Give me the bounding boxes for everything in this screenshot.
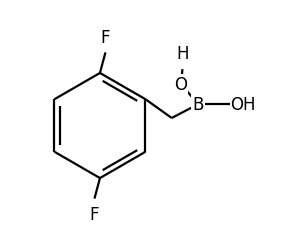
Text: O: O [175, 76, 188, 94]
Text: OH: OH [230, 96, 256, 114]
Text: B: B [192, 96, 204, 114]
Text: H: H [176, 45, 189, 63]
Text: F: F [90, 205, 99, 223]
Text: F: F [101, 29, 110, 47]
